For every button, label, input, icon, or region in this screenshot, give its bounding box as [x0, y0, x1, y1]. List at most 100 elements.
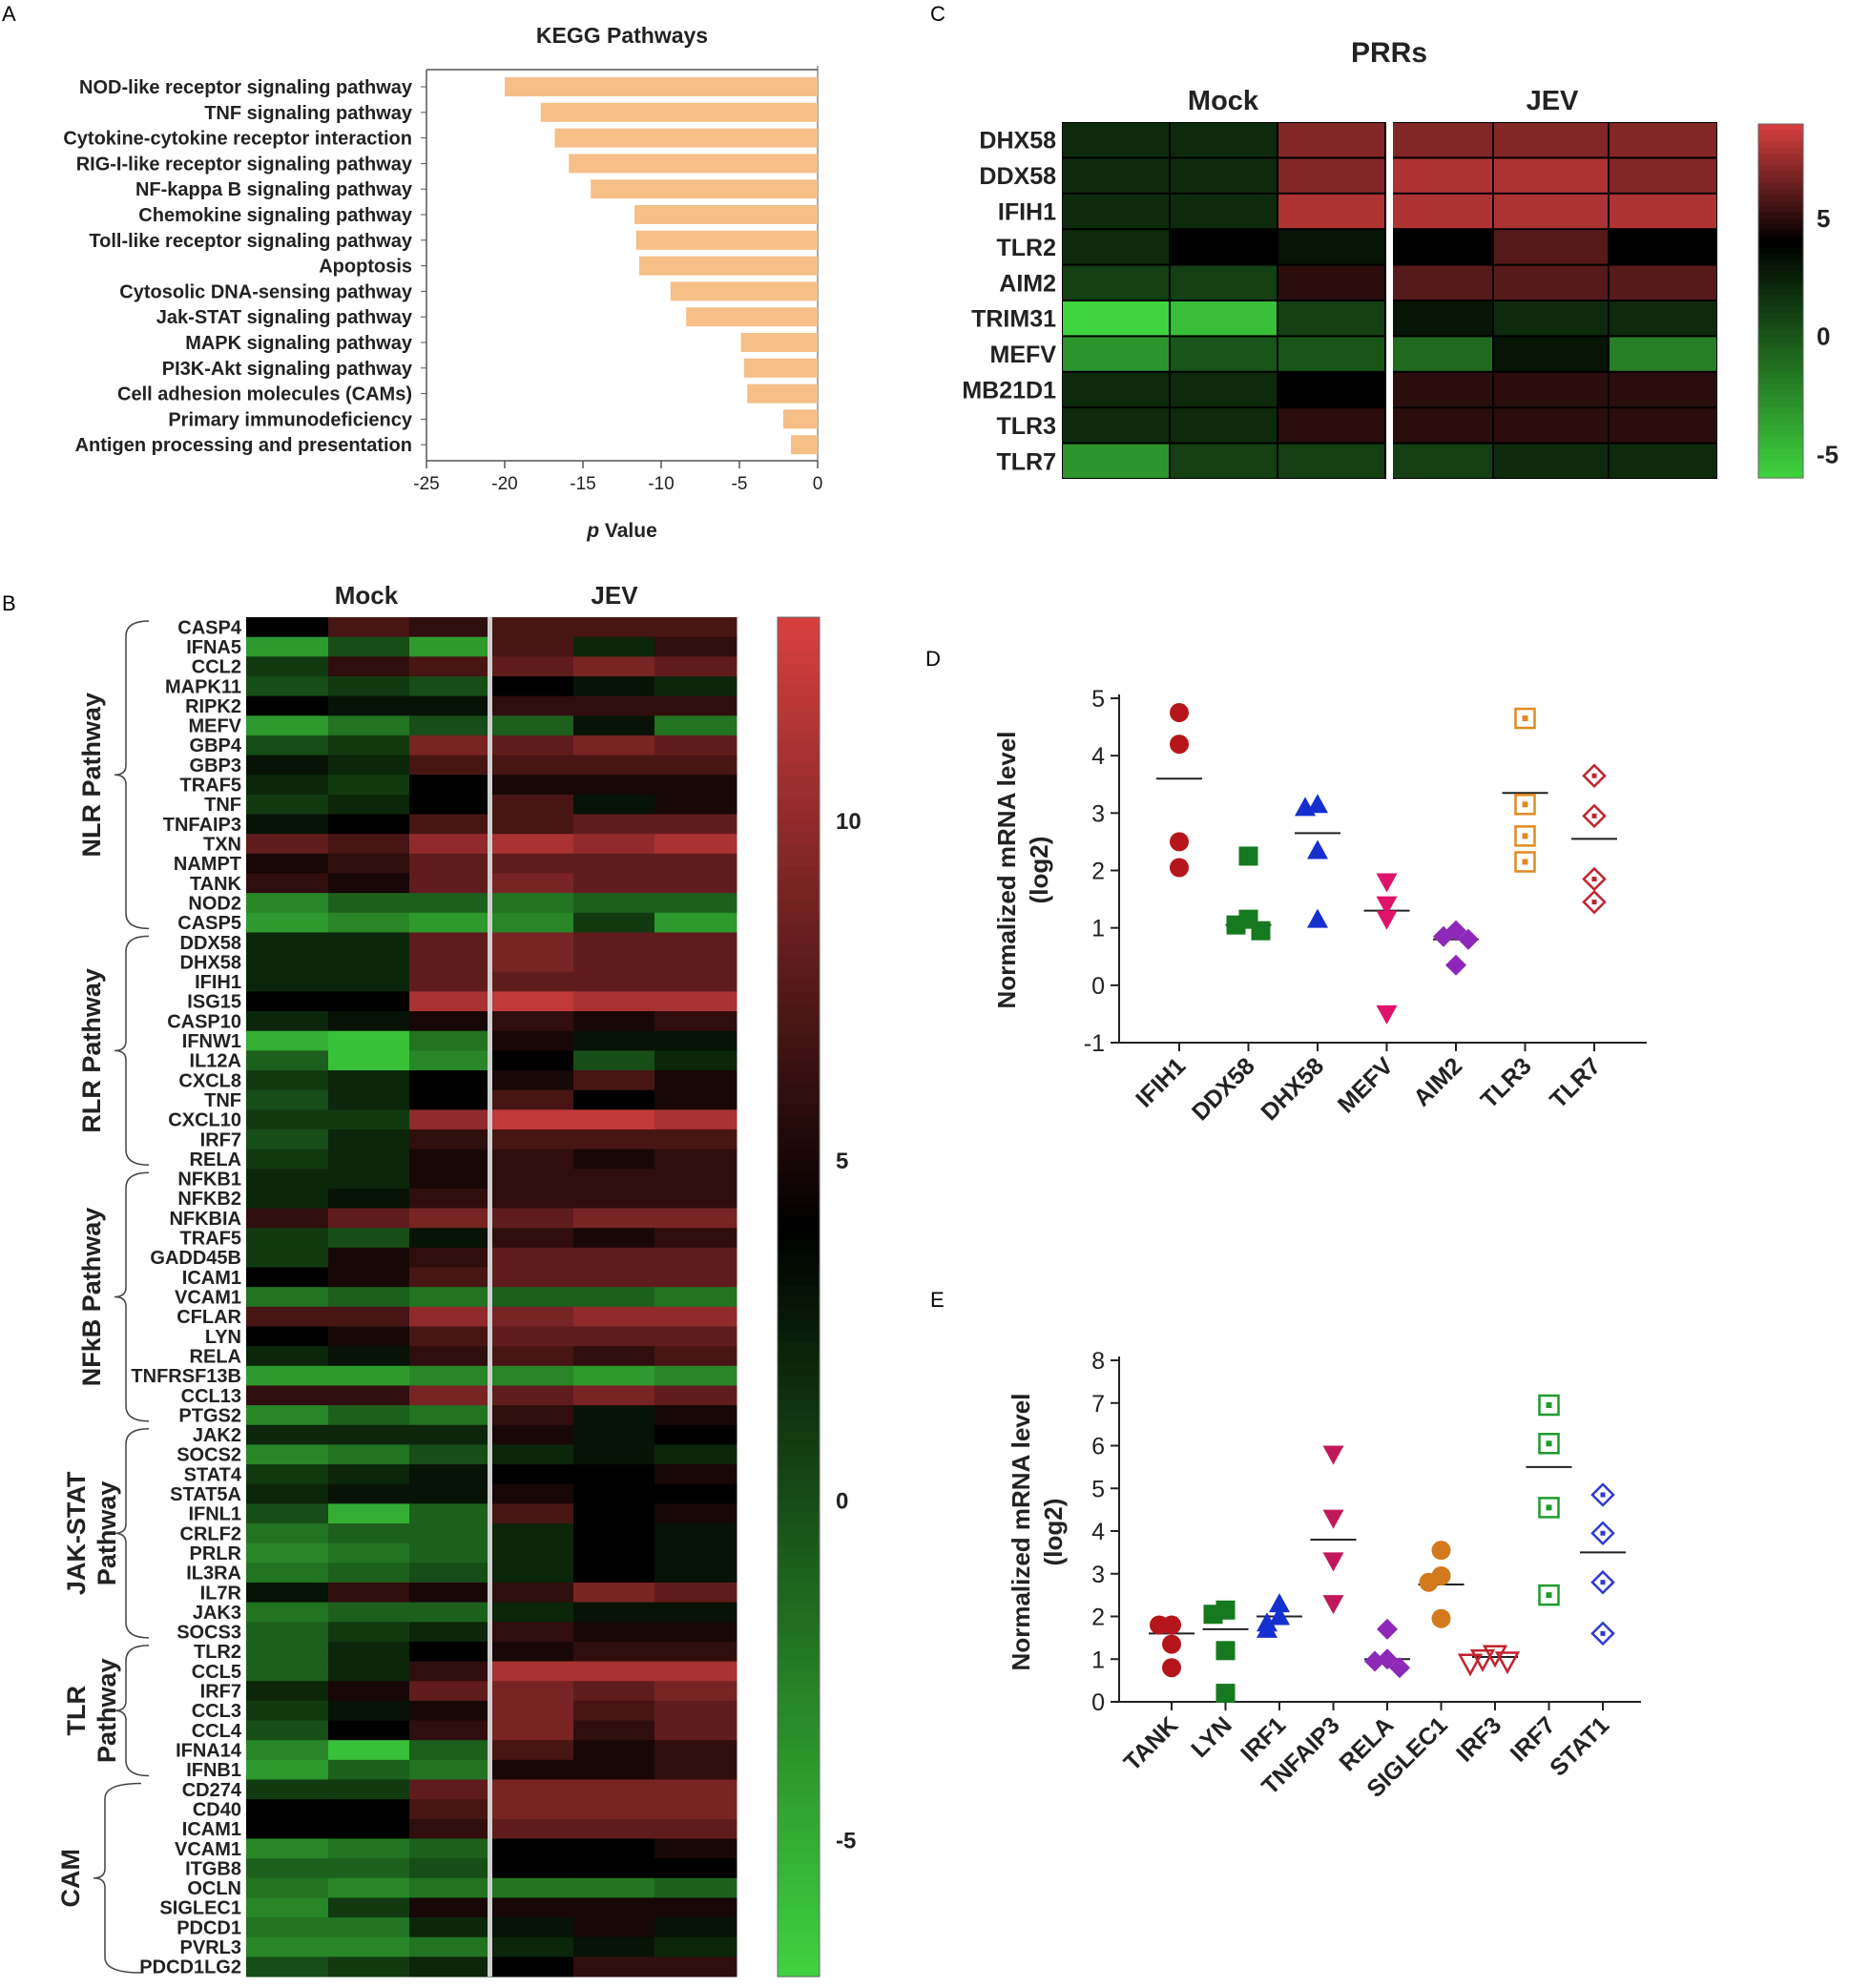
data-point-center — [1522, 833, 1528, 839]
bar — [740, 333, 818, 352]
heatmap-cell — [246, 971, 329, 992]
colorbar-tick-label: 0 — [1817, 322, 1830, 351]
heatmap-cell — [328, 1720, 410, 1741]
colorbar-segment — [778, 1376, 820, 1389]
heatmap-cell — [654, 1326, 738, 1347]
row-label: DDX58 — [180, 933, 241, 954]
colorbar-segment — [778, 651, 820, 664]
heatmap-cell — [409, 1700, 491, 1722]
heatmap-cell — [1610, 444, 1716, 478]
data-point — [1162, 1634, 1181, 1654]
panel-letter-b: B — [2, 591, 16, 615]
heatmap-cell — [409, 636, 491, 657]
colorbar-segment — [778, 1784, 820, 1796]
heatmap-cell — [409, 912, 491, 933]
heatmap-cell — [1171, 408, 1277, 443]
heatmap-cell — [328, 1149, 410, 1170]
colorbar-segment — [1758, 412, 1803, 420]
heatmap-cell — [1063, 372, 1169, 407]
panel-letter-a: A — [2, 2, 16, 26]
data-point-center — [1522, 715, 1528, 722]
heatmap-cell — [246, 1523, 329, 1544]
row-label: TNF — [204, 1090, 241, 1111]
colorbar-segment — [778, 945, 820, 958]
data-point — [1257, 1618, 1278, 1638]
heatmap-cell — [654, 1089, 738, 1110]
colorbar-segment — [1758, 153, 1803, 160]
row-label: TANK — [190, 874, 242, 895]
heatmap-cell — [654, 1799, 738, 1820]
colorbar-segment — [1758, 471, 1803, 479]
row-label: ITGB8 — [185, 1858, 241, 1879]
heatmap-cell — [246, 1011, 329, 1032]
colorbar-segment — [1758, 401, 1803, 408]
heatmap-cell — [246, 1070, 329, 1091]
colorbar-segment — [778, 1410, 820, 1422]
data-point — [1170, 735, 1189, 755]
colorbar-segment — [1758, 271, 1803, 279]
heatmap-cell — [654, 1385, 738, 1406]
colorbar-segment — [778, 1772, 820, 1785]
heatmap-cell — [409, 1641, 491, 1663]
heatmap-cell — [490, 1818, 574, 1839]
heatmap-cell — [246, 1622, 329, 1643]
data-point — [1457, 1653, 1484, 1677]
heatmap-cell — [1494, 372, 1608, 407]
heatmap-cell — [409, 1681, 491, 1702]
heatmap-cell — [409, 1897, 491, 1918]
colorbar-segment — [1758, 360, 1803, 367]
colorbar-segment — [1758, 165, 1803, 173]
heatmap-cell — [328, 1740, 410, 1761]
heatmap-cell — [246, 1030, 329, 1051]
pathway-label: NLR Pathway — [77, 693, 106, 858]
colorbar-segment — [1758, 300, 1803, 308]
heatmap-cell — [246, 1563, 329, 1584]
heatmap-cell — [573, 695, 655, 716]
colorbar-segment — [1758, 212, 1803, 219]
row-label: TLR2 — [997, 235, 1057, 261]
row-label: ICAM1 — [182, 1268, 241, 1289]
heatmap-cell — [490, 1129, 574, 1150]
colorbar-segment — [778, 1478, 820, 1490]
heatmap-cell — [409, 1483, 491, 1504]
heatmap-cell — [490, 1464, 574, 1485]
heatmap-cell — [1610, 265, 1716, 300]
heatmap-cell — [246, 1661, 329, 1682]
heatmap-cell — [573, 1720, 655, 1741]
colorbar-segment — [778, 843, 820, 856]
x-tick-label: 0 — [813, 474, 823, 494]
colorbar-segment — [1758, 147, 1803, 155]
row-label: TRAF5 — [180, 1229, 241, 1250]
heatmap-cell — [409, 1858, 491, 1879]
heatmap-cell — [246, 1818, 329, 1839]
colorbar-segment — [778, 1523, 820, 1536]
row-label: CXCL10 — [168, 1110, 241, 1131]
heatmap-cell — [654, 1897, 738, 1918]
heatmap-cell — [409, 1838, 491, 1859]
heatmap-cell — [328, 675, 410, 697]
heatmap-cell — [246, 1129, 329, 1150]
heatmap-cell — [654, 912, 738, 933]
colorbar-segment — [1758, 336, 1803, 343]
heatmap-cell — [328, 1109, 410, 1130]
colorbar-segment — [778, 832, 820, 845]
heatmap-cell — [246, 735, 329, 756]
heatmap-cell — [490, 715, 574, 736]
heatmap-cell — [573, 1208, 655, 1229]
heatmap-cell — [1278, 123, 1384, 157]
heatmap-cell — [654, 775, 738, 796]
heatmap-cell — [573, 1543, 655, 1563]
heatmap-cell — [409, 1188, 491, 1210]
heatmap-cell — [654, 991, 738, 1012]
heatmap-cell — [246, 1858, 329, 1879]
row-label: GBP3 — [190, 756, 241, 777]
heatmap-cell — [246, 636, 329, 657]
colorbar-segment — [778, 1954, 820, 1966]
heatmap-cell — [246, 1877, 329, 1898]
heatmap-cell — [1610, 230, 1716, 264]
heatmap-cell — [654, 695, 738, 716]
heatmap-cell — [654, 1483, 738, 1504]
pathway-bracket — [114, 935, 150, 1167]
colorbar-segment — [778, 1149, 820, 1162]
y-tick-label: 3 — [1091, 1562, 1105, 1588]
